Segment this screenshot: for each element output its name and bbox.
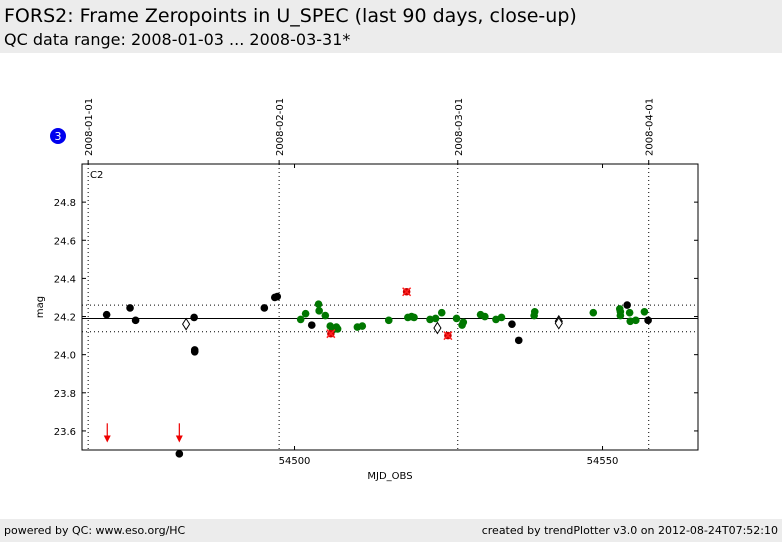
data-point-black: [260, 304, 269, 312]
trend-chart: 3 C2 mag MJD_OBS 23.6 23.8 24.0 24.2 24.4 24.…: [35, 98, 699, 482]
x-tick-label: 54500: [279, 456, 311, 467]
limit-arrow-head: [175, 435, 183, 443]
x-axis-label: MJD_OBS: [367, 471, 412, 482]
data-point-green: [314, 300, 323, 308]
data-point-black: [623, 301, 631, 309]
data-point-green: [625, 308, 634, 317]
data-point-green: [530, 307, 539, 316]
data-point-black: [190, 313, 198, 322]
data-point-green: [497, 313, 506, 322]
data-point-green: [384, 316, 393, 325]
data-point-green: [301, 309, 310, 318]
page-title: FORS2: Frame Zeropoints in U_SPEC (last …: [4, 5, 577, 27]
y-tick-label: 24.2: [54, 313, 76, 324]
page-subtitle: QC data range: 2008-01-03 ... 2008-03-31…: [4, 30, 351, 49]
y-tick-label: 24.4: [54, 274, 76, 285]
data-point-green: [437, 308, 446, 317]
y-tick-label: 24.0: [54, 351, 76, 362]
y-axis-label: mag: [35, 296, 46, 318]
data-point-green: [333, 325, 342, 333]
count-badge-circle: [50, 128, 66, 144]
limit-arrow-head: [103, 435, 111, 443]
data-point-black: [131, 316, 140, 325]
data-point-green: [296, 315, 305, 324]
data-point-open: [182, 317, 191, 331]
data-point-open: [433, 321, 442, 335]
data-point-black: [307, 321, 316, 329]
data-point-cross: [402, 287, 412, 297]
y-tick-label: 23.6: [54, 427, 76, 438]
date-label: 2008-04-01: [645, 98, 656, 156]
y-tick-label: 23.8: [54, 389, 76, 400]
plot-frame: [81, 163, 699, 451]
data-point-green: [616, 311, 625, 320]
data-point-black: [102, 310, 111, 319]
footer-credit: powered by QC: www.eso.org/HC: [4, 524, 186, 537]
data-point-green: [431, 314, 440, 323]
data-point-green: [640, 307, 649, 316]
data-point-black: [508, 320, 516, 328]
date-label: 2008-03-01: [454, 98, 465, 156]
data-point-black: [644, 316, 652, 325]
data-point-cross: [443, 331, 453, 341]
count-badge-value: 3: [55, 130, 62, 143]
y-tick-label: 24.8: [54, 198, 76, 209]
data-point-green: [321, 311, 330, 320]
data-point-green: [631, 316, 640, 325]
x-tick-label: 54550: [587, 456, 619, 467]
data-point-green: [452, 314, 461, 323]
data-point-black: [514, 336, 523, 345]
data-point-green: [410, 313, 418, 322]
data-point-cross: [326, 329, 336, 339]
data-point-black: [273, 292, 282, 301]
y-tick-label: 24.6: [54, 236, 76, 247]
data-point-black: [126, 304, 134, 312]
header-bar: FORS2: Frame Zeropoints in U_SPEC (last …: [0, 0, 782, 53]
data-point-green: [315, 307, 323, 315]
data-point-green: [459, 318, 468, 327]
data-point-black: [175, 450, 184, 458]
data-point-green: [358, 322, 367, 330]
data-point-green: [589, 308, 598, 317]
data-point-open: [554, 316, 563, 330]
date-label: 2008-01-01: [84, 98, 95, 156]
panel-label: C2: [90, 170, 103, 181]
count-badge: 3: [50, 128, 66, 144]
footer-created: created by trendPlotter v3.0 on 2012-08-…: [481, 524, 778, 537]
data-point-green: [481, 312, 489, 321]
date-label: 2008-02-01: [275, 98, 286, 156]
data-point-black: [190, 348, 199, 356]
footer-bar: powered by QC: www.eso.org/HC created by…: [0, 519, 782, 542]
